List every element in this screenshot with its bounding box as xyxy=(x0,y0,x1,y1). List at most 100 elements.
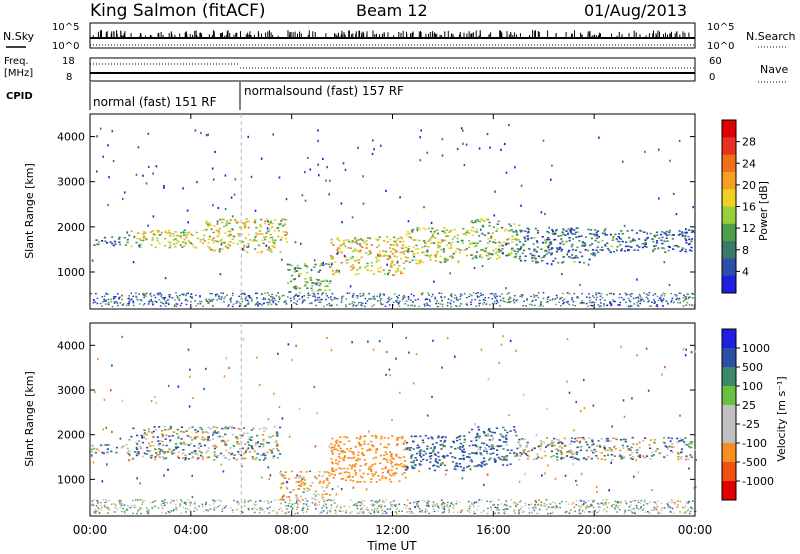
echo-cell xyxy=(175,433,179,435)
echo-cell xyxy=(349,257,352,260)
echo-cell xyxy=(576,451,579,453)
echo-cell xyxy=(154,234,157,236)
echo-cell xyxy=(412,441,415,443)
echo-cell xyxy=(640,230,643,232)
ground-scatter-cell xyxy=(410,511,413,513)
ground-scatter-cell xyxy=(595,298,597,301)
echo-cell xyxy=(546,245,550,248)
ground-scatter-cell xyxy=(213,500,216,502)
echo-cell xyxy=(313,266,316,268)
ground-scatter-cell xyxy=(136,511,139,513)
echo-cell xyxy=(434,454,437,456)
noise-cell xyxy=(685,228,687,231)
echo-cell xyxy=(656,240,659,242)
echo-cell xyxy=(390,475,393,477)
echo-cell xyxy=(315,278,318,281)
echo-cell xyxy=(679,451,682,454)
echo-cell xyxy=(358,259,361,261)
ground-scatter-cell xyxy=(482,294,484,296)
echo-cell xyxy=(523,438,526,441)
echo-cell xyxy=(334,448,337,450)
echo-cell xyxy=(276,435,279,437)
ground-scatter-cell xyxy=(451,293,453,295)
echo-cell xyxy=(351,257,354,260)
noise-cell xyxy=(328,193,330,196)
echo-cell xyxy=(570,440,573,443)
echo-cell xyxy=(594,229,597,231)
echo-cell xyxy=(164,451,167,453)
echo-cell xyxy=(475,439,478,442)
echo-cell xyxy=(439,261,442,264)
echo-cell xyxy=(334,271,337,274)
ground-scatter-cell xyxy=(123,504,126,506)
echo-cell xyxy=(342,243,345,246)
echo-cell xyxy=(590,243,594,245)
ground-scatter-cell xyxy=(365,506,368,509)
echo-cell xyxy=(251,447,254,450)
echo-cell xyxy=(484,434,487,437)
ground-scatter-cell xyxy=(132,512,134,515)
echo-cell xyxy=(128,234,131,237)
ground-scatter-cell xyxy=(643,499,646,501)
echo-cell xyxy=(638,229,641,232)
echo-cell xyxy=(468,456,471,459)
echo-cell xyxy=(519,248,522,250)
ground-scatter-cell xyxy=(201,503,204,505)
ground-scatter-cell xyxy=(220,296,223,298)
ground-scatter-cell xyxy=(113,503,115,505)
echo-cell xyxy=(493,431,496,434)
ground-scatter-cell xyxy=(640,296,642,299)
echo-cell xyxy=(452,441,456,444)
noise-cell xyxy=(225,357,228,360)
ground-scatter-cell xyxy=(416,501,419,503)
ground-scatter-cell xyxy=(293,296,295,298)
echo-cell xyxy=(471,452,474,454)
ground-scatter-cell xyxy=(439,303,442,305)
ground-scatter-cell xyxy=(229,298,232,301)
ground-scatter-cell xyxy=(98,502,100,504)
ground-scatter-cell xyxy=(162,303,165,305)
echo-cell xyxy=(498,439,502,441)
ground-scatter-cell xyxy=(448,511,450,513)
ground-scatter-cell xyxy=(363,500,366,502)
ground-scatter-cell xyxy=(167,303,170,305)
echo-cell xyxy=(303,484,306,486)
echo-cell xyxy=(492,226,495,228)
ground-scatter-cell xyxy=(648,292,651,294)
ground-scatter-cell xyxy=(643,501,646,503)
ground-scatter-cell xyxy=(138,293,140,295)
ground-scatter-cell xyxy=(362,510,365,512)
echo-cell xyxy=(350,467,353,470)
ground-scatter-cell xyxy=(356,297,359,299)
echo-cell xyxy=(496,453,499,456)
echo-cell xyxy=(261,434,264,436)
echo-cell xyxy=(224,443,227,446)
echo-cell xyxy=(432,450,435,453)
echo-cell xyxy=(224,232,227,234)
ground-scatter-cell xyxy=(496,295,498,297)
echo-cell xyxy=(174,245,177,248)
echo-cell xyxy=(181,241,184,243)
ground-scatter-cell xyxy=(682,305,685,307)
echo-cell xyxy=(360,444,363,446)
ground-scatter-cell xyxy=(592,501,594,503)
echo-cell xyxy=(144,438,148,440)
ground-scatter-cell xyxy=(646,503,649,505)
echo-cell xyxy=(567,251,570,253)
echo-cell xyxy=(395,243,398,246)
echo-cell xyxy=(292,278,295,281)
echo-cell xyxy=(513,250,516,252)
echo-cell xyxy=(483,432,486,434)
echo-cell xyxy=(331,270,334,272)
ground-scatter-cell xyxy=(341,297,343,299)
echo-cell xyxy=(515,238,518,241)
echo-cell xyxy=(262,242,265,245)
echo-cell xyxy=(183,443,186,446)
ground-scatter-cell xyxy=(506,293,509,295)
noise-cell xyxy=(336,252,338,255)
noise-cell xyxy=(247,135,249,138)
echo-cell xyxy=(261,233,264,235)
ground-scatter-cell xyxy=(590,503,592,506)
ground-scatter-cell xyxy=(196,509,198,511)
echo-cell xyxy=(625,245,628,248)
